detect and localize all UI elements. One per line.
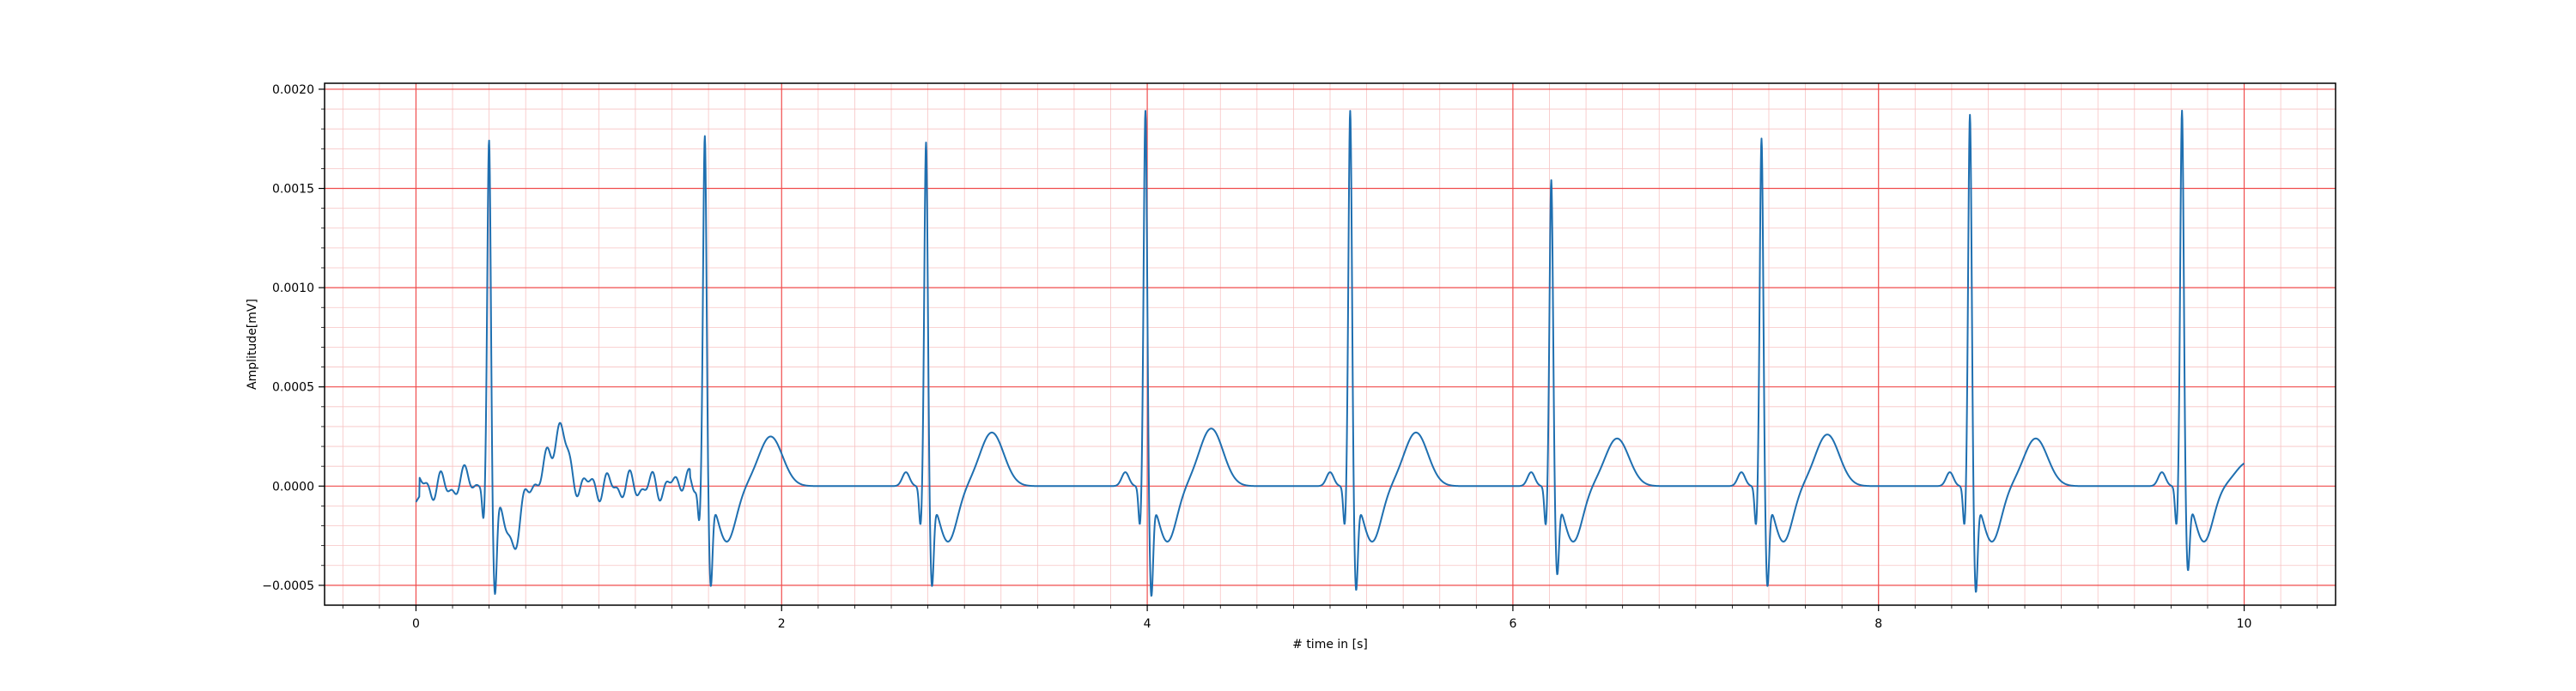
y-tick-label: 0.0015 xyxy=(272,183,314,197)
x-tick-label: 10 xyxy=(2237,617,2252,631)
y-tick-label: 0.0020 xyxy=(272,83,314,97)
y-axis-label: Amplitude[mV] xyxy=(246,299,259,390)
x-tick-label: 2 xyxy=(778,617,786,631)
x-tick-label: 0 xyxy=(412,617,420,631)
y-tick-label: 0.0010 xyxy=(272,282,314,295)
y-tick-label: 0.0005 xyxy=(272,381,314,395)
x-tick-label: 6 xyxy=(1509,617,1516,631)
minor-grid xyxy=(325,83,2336,605)
x-axis: 0 2 4 6 8 10 xyxy=(343,605,2317,631)
x-tick-label: 4 xyxy=(1144,617,1151,631)
x-axis-label: # time in [s] xyxy=(1292,638,1368,652)
y-tick-label: −0.0005 xyxy=(262,579,314,593)
y-tick-label: 0.0000 xyxy=(272,480,314,494)
x-tick-label: 8 xyxy=(1874,617,1882,631)
y-axis: −0.0005 0.0000 0.0005 0.0010 0.0015 0.0020 xyxy=(262,83,325,593)
